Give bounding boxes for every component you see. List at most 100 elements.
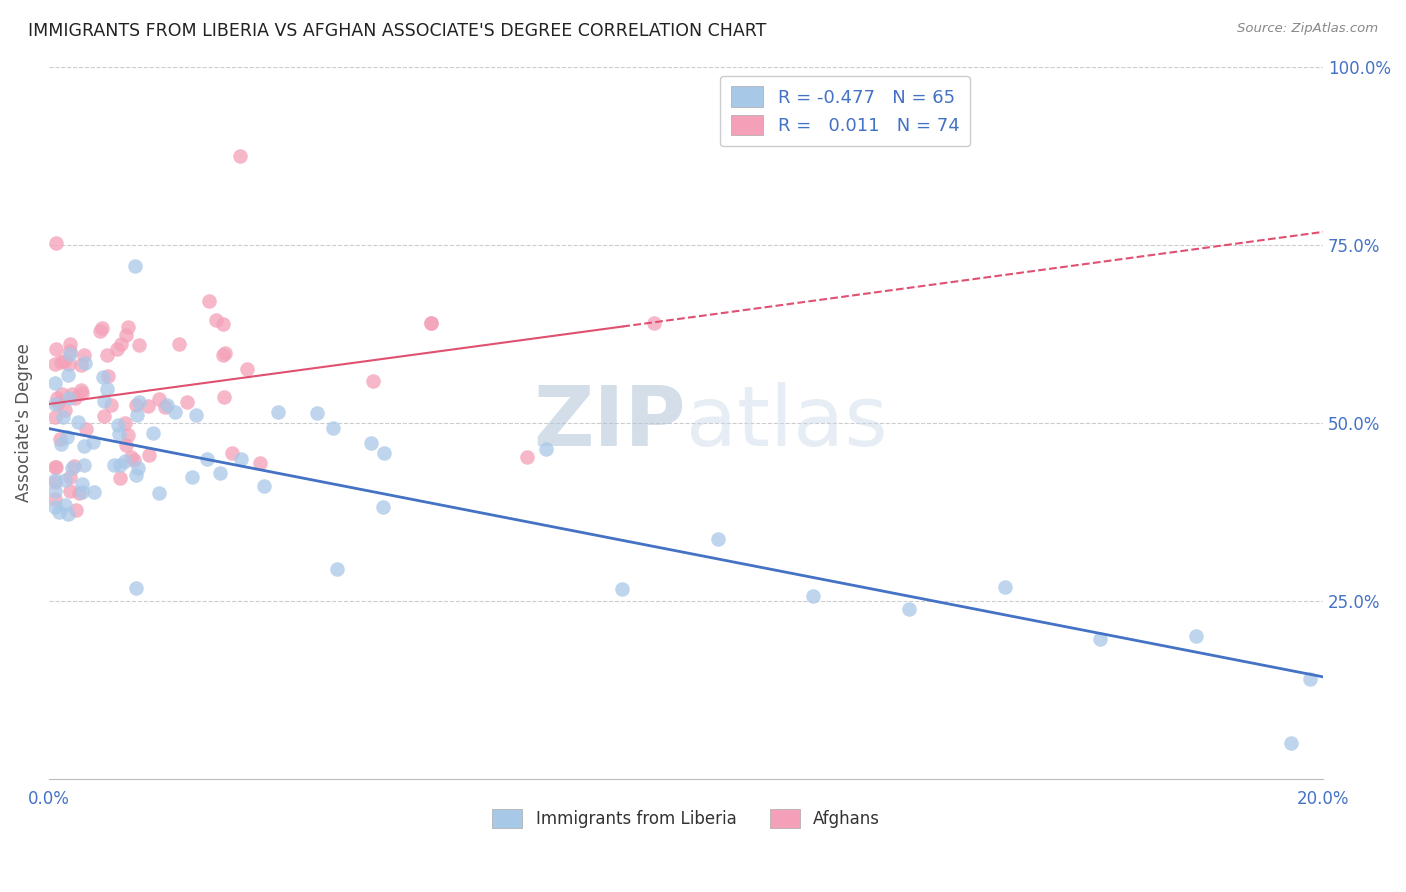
Point <box>229 148 252 162</box>
Point <box>67 486 90 500</box>
Point <box>180 469 202 483</box>
Point <box>45 459 67 474</box>
Point <box>58 368 80 382</box>
Point <box>176 395 198 409</box>
Point <box>44 397 66 411</box>
Point <box>59 336 82 351</box>
Point <box>70 359 93 373</box>
Point <box>124 398 146 412</box>
Point <box>45 235 67 250</box>
Point <box>148 392 170 406</box>
Point <box>44 500 66 514</box>
Point <box>212 317 235 331</box>
Point <box>127 461 149 475</box>
Point <box>107 417 129 432</box>
Text: atlas: atlas <box>686 383 887 463</box>
Point <box>114 416 136 430</box>
Point <box>612 582 634 597</box>
Point <box>59 484 82 499</box>
Point <box>91 321 114 335</box>
Point <box>643 316 665 330</box>
Point <box>56 507 79 521</box>
Point <box>53 473 76 487</box>
Point <box>253 479 276 493</box>
Point <box>65 502 87 516</box>
Point <box>51 387 73 401</box>
Point <box>97 368 120 383</box>
Point <box>53 498 76 512</box>
Point <box>122 453 145 467</box>
Point <box>75 422 97 436</box>
Point <box>322 421 344 435</box>
Point <box>114 327 136 342</box>
Text: Source: ZipAtlas.com: Source: ZipAtlas.com <box>1237 22 1378 36</box>
Point <box>363 374 385 388</box>
Point <box>103 458 125 472</box>
Text: IMMIGRANTS FROM LIBERIA VS AFGHAN ASSOCIATE'S DEGREE CORRELATION CHART: IMMIGRANTS FROM LIBERIA VS AFGHAN ASSOCI… <box>28 22 766 40</box>
Point <box>1279 736 1302 750</box>
Point <box>44 492 66 507</box>
Point <box>96 348 118 362</box>
Point <box>105 342 128 356</box>
Point <box>211 347 233 361</box>
Point <box>44 459 66 474</box>
Point <box>208 467 231 481</box>
Point <box>93 393 115 408</box>
Point <box>59 344 82 359</box>
Point <box>305 406 328 420</box>
Point <box>73 356 96 370</box>
Point <box>212 390 235 404</box>
Text: ZIP: ZIP <box>533 383 686 463</box>
Point <box>360 435 382 450</box>
Point <box>110 337 132 351</box>
Point <box>117 428 139 442</box>
Point <box>371 500 394 514</box>
Point <box>89 324 111 338</box>
Point <box>153 401 176 415</box>
Point <box>48 505 70 519</box>
Point <box>803 590 825 604</box>
Point <box>235 362 257 376</box>
Point <box>56 429 79 443</box>
Point <box>49 355 72 369</box>
Point <box>373 446 395 460</box>
Point <box>214 345 236 359</box>
Point <box>195 451 218 466</box>
Point <box>120 450 142 464</box>
Point <box>73 348 96 362</box>
Point <box>83 485 105 500</box>
Point <box>44 484 66 499</box>
Point <box>221 446 243 460</box>
Point <box>125 468 148 483</box>
Point <box>53 403 76 417</box>
Point <box>108 458 131 473</box>
Point <box>60 387 83 401</box>
Point <box>96 382 118 396</box>
Point <box>49 433 72 447</box>
Point <box>167 336 190 351</box>
Point <box>69 383 91 397</box>
Point <box>184 409 207 423</box>
Point <box>325 562 347 576</box>
Point <box>58 391 80 405</box>
Point <box>66 415 89 429</box>
Point <box>59 470 82 484</box>
Point <box>44 473 66 487</box>
Point <box>100 398 122 412</box>
Point <box>63 391 86 405</box>
Point <box>70 477 93 491</box>
Legend: Immigrants from Liberia, Afghans: Immigrants from Liberia, Afghans <box>485 802 887 835</box>
Point <box>898 602 921 616</box>
Point <box>63 459 86 474</box>
Y-axis label: Associate's Degree: Associate's Degree <box>15 343 32 502</box>
Point <box>707 532 730 546</box>
Point <box>44 475 66 490</box>
Point <box>148 486 170 500</box>
Point <box>117 320 139 334</box>
Point <box>46 396 69 410</box>
Point <box>44 409 66 424</box>
Point <box>198 293 221 308</box>
Point <box>267 404 290 418</box>
Point <box>73 458 96 472</box>
Point <box>45 342 67 356</box>
